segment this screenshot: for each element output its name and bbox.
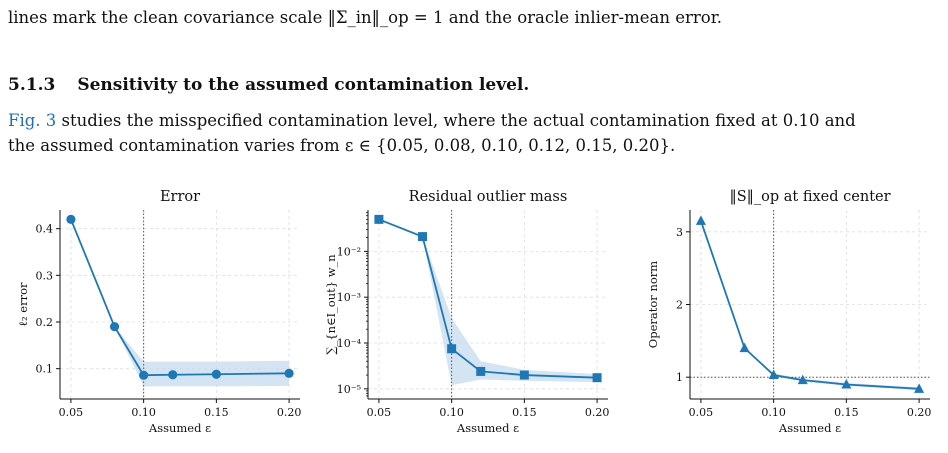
x-tick-label: 0.10 [131, 406, 156, 419]
x-tick-label: 0.15 [204, 406, 229, 419]
paragraph-line-1: Fig. 3 studies the misspecified contamin… [8, 111, 856, 130]
series-line [70, 218, 290, 377]
section-number: 5.1.3 [8, 75, 56, 95]
data-point [374, 214, 384, 224]
data-point [168, 370, 178, 380]
data-point [592, 373, 602, 383]
x-axis-label: Assumed ε [456, 421, 519, 435]
uncertainty-band [378, 219, 598, 386]
uncertainty-band [700, 220, 920, 391]
outlier-mass-chart: 0.05 0.10 0.15 0.20 10⁻⁵ 10⁻⁴ 10⁻³ 10⁻² Residual… [324, 189, 610, 435]
data-point [476, 366, 486, 376]
y-tick-label: 2 [676, 299, 683, 312]
data-point [66, 214, 76, 224]
y-tick-label: 0.1 [36, 363, 54, 376]
x-tick-label: 0.05 [367, 406, 392, 419]
operator-norm-chart: 0.05 0.10 0.15 0.20 1 2 3 ‖S‖_op at fixed cente… [646, 189, 932, 435]
data-point [768, 369, 779, 380]
series-line [378, 218, 598, 379]
y-tick-label: 10⁻⁵ [337, 383, 361, 396]
chart-title: Residual outlier mass [409, 189, 568, 205]
error-chart: 0.05 0.10 0.15 0.20 0.1 0.2 0.3 0.4 Error Assumed… [16, 189, 302, 435]
data-point [739, 342, 750, 353]
paragraph-line-2: the assumed contamination varies from ε … [8, 136, 676, 155]
y-tick-label: 10⁻³ [337, 291, 361, 304]
data-point [841, 378, 852, 389]
data-point [914, 383, 925, 393]
series-line [700, 220, 920, 390]
y-tick-label: 0.3 [36, 269, 54, 282]
y-tick-label: 3 [676, 226, 683, 239]
x-tick-label: 0.20 [907, 406, 932, 419]
y-tick-label: 10⁻⁴ [337, 337, 362, 350]
chart-title: ‖S‖_op at fixed center [729, 189, 890, 205]
section-heading: 5.1.3 Sensitivity to the assumed contamin… [8, 75, 529, 95]
caption-fragment: lines mark the clean covariance scale ‖Σ… [8, 8, 723, 27]
y-tick-label: 0.2 [36, 316, 54, 329]
data-point [519, 370, 529, 380]
y-axis-label: Operator norm [646, 261, 660, 348]
chart-title: Error [160, 189, 200, 205]
x-tick-label: 0.10 [439, 406, 464, 419]
data-point [418, 232, 428, 242]
data-point [139, 370, 149, 380]
x-tick-label: 0.20 [585, 406, 610, 419]
uncertainty-band [70, 219, 290, 387]
y-axis-label: ℓ₂ error [16, 282, 30, 326]
x-tick-label: 0.05 [59, 406, 84, 419]
data-point [211, 369, 221, 379]
y-axis-label: ∑_{n∈I_out} w_n [324, 254, 338, 355]
x-tick-label: 0.05 [689, 406, 714, 419]
data-point [284, 368, 294, 378]
x-axis-label: Assumed ε [778, 421, 841, 435]
data-point [695, 215, 706, 225]
data-point [109, 322, 120, 332]
data-point [797, 374, 808, 385]
section-title: Sensitivity to the assumed contamination… [77, 75, 530, 95]
x-tick-label: 0.15 [834, 406, 859, 419]
paragraph-text: studies the misspecified contamination l… [56, 111, 856, 130]
data-point [447, 344, 457, 354]
figure-reference-link[interactable]: Fig. 3 [8, 111, 57, 130]
y-tick-label: 1 [676, 371, 683, 384]
y-tick-label: 0.4 [36, 223, 54, 236]
x-tick-label: 0.15 [512, 406, 537, 419]
y-tick-label: 10⁻² [337, 245, 361, 258]
x-axis-label: Assumed ε [148, 421, 211, 435]
x-tick-label: 0.20 [277, 406, 302, 419]
x-tick-label: 0.10 [761, 406, 786, 419]
